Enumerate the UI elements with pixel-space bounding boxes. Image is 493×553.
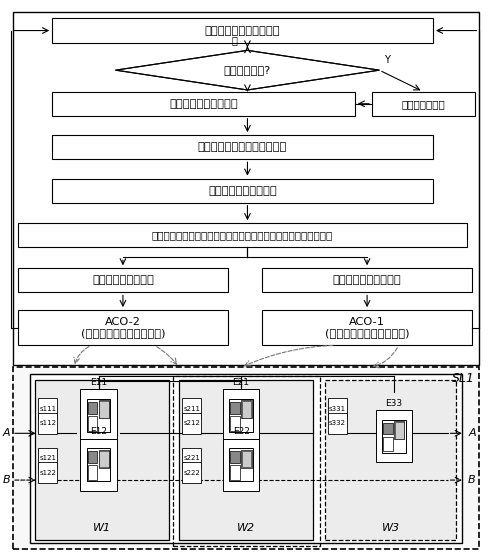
FancyBboxPatch shape [223, 389, 259, 441]
FancyBboxPatch shape [179, 380, 314, 540]
Text: s112: s112 [39, 420, 56, 426]
FancyBboxPatch shape [38, 448, 57, 468]
Text: B: B [468, 475, 476, 485]
Text: 生成非瓶颈加工区域排成方案: 生成非瓶颈加工区域排成方案 [198, 142, 287, 152]
Text: E11: E11 [90, 378, 107, 387]
Text: ACO-1
(获得批加工设备排程方案): ACO-1 (获得批加工设备排程方案) [325, 317, 409, 338]
Text: SL1: SL1 [452, 372, 475, 385]
Text: s332: s332 [329, 420, 346, 426]
FancyBboxPatch shape [87, 448, 110, 481]
FancyBboxPatch shape [241, 450, 251, 468]
FancyBboxPatch shape [230, 416, 240, 431]
Text: E33: E33 [386, 399, 402, 408]
Text: 非批加工设备排程方案: 非批加工设备排程方案 [333, 275, 401, 285]
FancyBboxPatch shape [88, 451, 97, 463]
Text: B: B [3, 475, 11, 485]
FancyBboxPatch shape [100, 401, 109, 418]
FancyBboxPatch shape [182, 462, 201, 483]
Text: Y: Y [384, 55, 390, 65]
Text: s122: s122 [39, 470, 56, 476]
Text: s211: s211 [183, 406, 200, 411]
FancyBboxPatch shape [80, 389, 117, 441]
Text: s121: s121 [39, 455, 56, 461]
FancyBboxPatch shape [13, 367, 479, 549]
Text: E21: E21 [233, 378, 249, 387]
FancyBboxPatch shape [80, 439, 117, 491]
FancyBboxPatch shape [182, 398, 201, 419]
Text: W3: W3 [382, 523, 400, 533]
Text: 批加工设备排程方案: 批加工设备排程方案 [92, 275, 154, 285]
FancyBboxPatch shape [182, 413, 201, 434]
FancyBboxPatch shape [395, 422, 404, 439]
Text: E22: E22 [233, 427, 249, 436]
FancyBboxPatch shape [52, 179, 433, 203]
FancyBboxPatch shape [88, 465, 97, 480]
FancyBboxPatch shape [99, 450, 109, 468]
Text: 输入当前最优解: 输入当前最优解 [401, 99, 445, 109]
FancyBboxPatch shape [30, 374, 462, 544]
FancyBboxPatch shape [18, 310, 228, 345]
FancyBboxPatch shape [13, 12, 479, 364]
Text: W1: W1 [93, 523, 111, 533]
FancyBboxPatch shape [182, 448, 201, 468]
FancyBboxPatch shape [52, 135, 433, 159]
FancyBboxPatch shape [99, 400, 109, 419]
FancyBboxPatch shape [18, 223, 467, 247]
FancyBboxPatch shape [376, 410, 412, 462]
FancyBboxPatch shape [230, 402, 240, 414]
FancyBboxPatch shape [35, 380, 169, 540]
FancyBboxPatch shape [383, 423, 392, 435]
Text: ACO-2
(获得批加工设备排程方案): ACO-2 (获得批加工设备排程方案) [81, 317, 165, 338]
FancyBboxPatch shape [242, 401, 251, 418]
FancyBboxPatch shape [88, 402, 97, 414]
FancyBboxPatch shape [52, 92, 355, 116]
Polygon shape [115, 50, 379, 90]
Text: s222: s222 [183, 470, 200, 476]
Text: A: A [3, 429, 11, 439]
FancyBboxPatch shape [262, 310, 472, 345]
FancyBboxPatch shape [328, 413, 347, 434]
FancyBboxPatch shape [242, 451, 251, 467]
Text: 半导体生产线排程方案: 半导体生产线排程方案 [169, 99, 238, 109]
FancyBboxPatch shape [382, 420, 406, 452]
FancyBboxPatch shape [38, 462, 57, 483]
Text: E12: E12 [90, 427, 107, 436]
FancyBboxPatch shape [394, 421, 404, 440]
FancyBboxPatch shape [52, 18, 433, 43]
FancyBboxPatch shape [223, 439, 259, 491]
Text: 更新多蚁群系统的信息素: 更新多蚁群系统的信息素 [205, 25, 281, 35]
FancyBboxPatch shape [372, 92, 475, 116]
FancyBboxPatch shape [38, 413, 57, 434]
FancyBboxPatch shape [100, 451, 109, 467]
FancyBboxPatch shape [18, 268, 228, 293]
FancyBboxPatch shape [229, 448, 253, 481]
Text: s111: s111 [39, 406, 56, 411]
Text: s221: s221 [183, 455, 200, 461]
Text: 否: 否 [232, 35, 238, 45]
FancyBboxPatch shape [229, 399, 253, 432]
FancyBboxPatch shape [241, 400, 251, 419]
FancyBboxPatch shape [328, 398, 347, 419]
FancyBboxPatch shape [38, 398, 57, 419]
FancyBboxPatch shape [230, 451, 240, 463]
Text: W2: W2 [237, 523, 255, 533]
Text: s331: s331 [329, 406, 346, 411]
FancyBboxPatch shape [324, 380, 457, 540]
FancyBboxPatch shape [230, 465, 240, 480]
Text: 瓶颈加工区域排程方案: 瓶颈加工区域排程方案 [208, 186, 277, 196]
FancyBboxPatch shape [262, 268, 472, 293]
FancyBboxPatch shape [88, 416, 97, 431]
Text: 整合各瓶颈加工区域排程方案为统一的所有瓶颈加工区域排程方案: 整合各瓶颈加工区域排程方案为统一的所有瓶颈加工区域排程方案 [152, 230, 333, 240]
FancyBboxPatch shape [87, 399, 110, 432]
Text: s212: s212 [183, 420, 200, 426]
Text: A: A [468, 429, 476, 439]
Text: 满足终止条件?: 满足终止条件? [224, 65, 271, 75]
FancyBboxPatch shape [383, 437, 392, 451]
